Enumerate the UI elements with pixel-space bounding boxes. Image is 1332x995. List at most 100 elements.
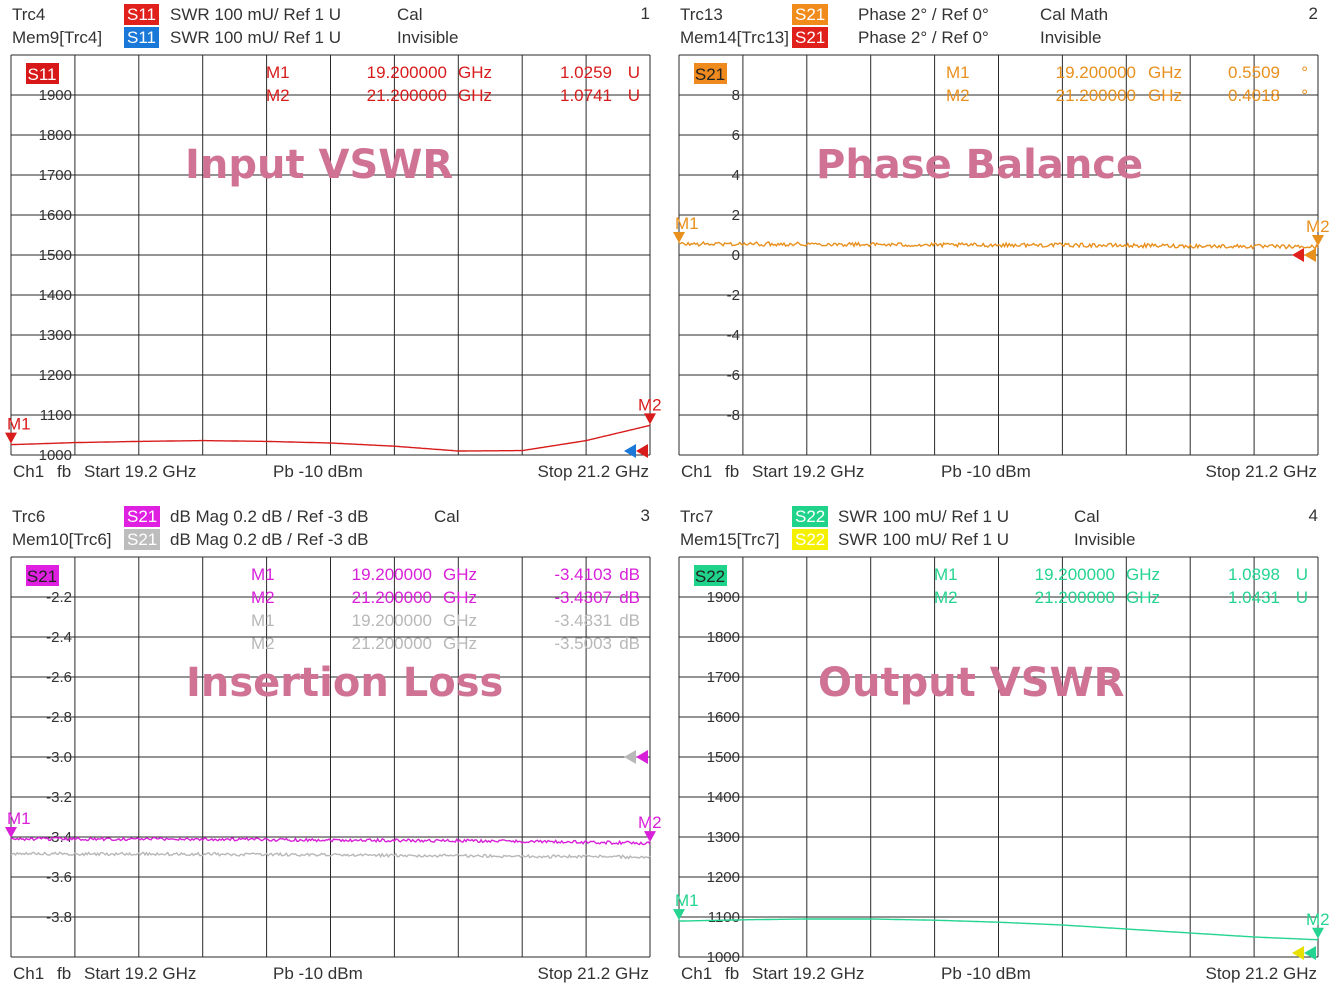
param-badge-bg[interactable] xyxy=(694,63,727,84)
memory-name: Mem14[Trc13] xyxy=(680,28,789,47)
footer-start-frequency: Start 19.2 GHz xyxy=(752,964,865,983)
reference-level-arrow[interactable] xyxy=(636,444,648,458)
chart-area[interactable]: 1900 1800 1700 1600 1500 1400 1300 1200 1100 1000… xyxy=(668,502,1332,995)
chart-panel-2[interactable]: Trc13 Mem14[Trc13] S21 S21 Phase 2° / Ref 0°… xyxy=(668,0,1332,493)
marker-name: M2 xyxy=(266,86,290,105)
marker-frequency-unit: GHz xyxy=(443,611,477,630)
y-tick-label: 1400 xyxy=(39,287,72,304)
trace-line[interactable] xyxy=(678,918,1319,941)
marker-triangle[interactable] xyxy=(673,231,685,243)
memory-reference-arrow[interactable] xyxy=(1292,946,1304,960)
footer-channel: Ch1 xyxy=(681,964,713,983)
marker-triangle[interactable] xyxy=(5,432,17,444)
marker-value-unit: ° xyxy=(1301,63,1308,82)
marker-frequency: 21.200000 xyxy=(1056,86,1136,105)
marker-frequency: 19.200000 xyxy=(1035,565,1115,584)
memory-param-badge[interactable]: S22 xyxy=(792,529,829,550)
marker-triangle[interactable] xyxy=(5,827,17,839)
y-tick-label: -8 xyxy=(727,407,740,424)
marker-frequency-unit: GHz xyxy=(1148,86,1182,105)
panel-title: Output VSWR xyxy=(818,660,1124,706)
param-badge-bg[interactable] xyxy=(694,565,727,586)
y-tick-label: 1600 xyxy=(707,709,740,726)
y-tick-label: 1600 xyxy=(39,207,72,224)
trace-status: Cal xyxy=(434,507,460,526)
reference-level-arrow[interactable] xyxy=(636,750,648,764)
trace-format: dB Mag 0.2 dB / Ref -3 dB xyxy=(170,507,369,526)
marker-frequency-unit: GHz xyxy=(1126,565,1160,584)
marker-value-unit: dB xyxy=(619,634,640,653)
y-tick-label: 1200 xyxy=(39,367,72,384)
y-tick-label: -4 xyxy=(727,327,740,344)
marker-value-unit: dB xyxy=(619,565,640,584)
footer-power: Pb -10 dBm xyxy=(273,462,363,481)
footer-power: Pb -10 dBm xyxy=(941,964,1031,983)
memory-trace-line[interactable] xyxy=(10,851,651,860)
y-tick-label: 1000 xyxy=(707,949,740,966)
chart-panel-4[interactable]: Trc7 Mem15[Trc7] S22 S22 SWR 100 mU/ Ref 1 U… xyxy=(668,502,1332,995)
chart-area[interactable]: 1900 1800 1700 1600 1500 1400 1300 1200 1100 1000… xyxy=(0,0,666,493)
footer-fb: fb xyxy=(57,964,72,983)
trace-param-badge[interactable]: S11 xyxy=(124,4,159,25)
trace-param-badge[interactable]: S21 xyxy=(792,4,829,25)
marker-triangle[interactable] xyxy=(644,413,656,425)
reference-level-arrow[interactable] xyxy=(1304,248,1316,262)
marker-triangle[interactable] xyxy=(673,909,685,921)
trace-line[interactable] xyxy=(11,424,651,452)
marker-value: -3.5003 xyxy=(554,634,612,653)
marker-value-unit: ° xyxy=(1301,86,1308,105)
chart-area[interactable]: -2.2-2.4-2.6-2.8-3.0-3.2-3.4-3.6-3.8Inse… xyxy=(0,502,666,995)
marker-frequency: 19.200000 xyxy=(367,63,447,82)
memory-name: Mem9[Trc4] xyxy=(12,28,103,47)
y-tick-label: 1300 xyxy=(39,327,72,344)
marker-triangle[interactable] xyxy=(644,831,656,843)
trace-param-badge[interactable]: S21 xyxy=(124,506,161,527)
trace-line[interactable] xyxy=(678,240,1319,250)
trace-format: SWR 100 mU/ Ref 1 U xyxy=(170,5,341,24)
marker-frequency: 19.200000 xyxy=(1056,63,1136,82)
marker-frequency: 21.200000 xyxy=(1035,588,1115,607)
y-tick-label: -6 xyxy=(727,367,740,384)
y-tick-label: 6 xyxy=(732,127,740,144)
marker-name: M2 xyxy=(251,634,275,653)
y-tick-label: -3.8 xyxy=(46,909,72,926)
param-badge-bg[interactable] xyxy=(26,63,59,84)
trace-param-badge[interactable]: S22 xyxy=(792,506,829,527)
marker-triangle[interactable] xyxy=(1312,234,1324,246)
memory-param-badge[interactable]: S21 xyxy=(124,529,161,550)
marker-value: -3.4307 xyxy=(554,588,612,607)
reference-level-arrow[interactable] xyxy=(1304,946,1316,960)
memory-reference-arrow[interactable] xyxy=(624,750,636,764)
memory-param-badge[interactable]: S11 xyxy=(124,27,159,48)
marker-frequency-unit: GHz xyxy=(458,63,492,82)
marker-value: -3.4103 xyxy=(554,565,612,584)
y-tick-label: 1500 xyxy=(39,247,72,264)
chart-area[interactable]: 8 6 4 2 0 -2 -4 -6 -8 Phase Balance S21 M1 19.200000… xyxy=(668,0,1332,493)
y-tick-label: -3.6 xyxy=(46,869,72,886)
marker-label: M2 xyxy=(1306,217,1330,236)
marker-frequency: 21.200000 xyxy=(367,86,447,105)
footer-channel: Ch1 xyxy=(681,462,713,481)
y-tick-label: 1400 xyxy=(707,789,740,806)
marker-frequency-unit: GHz xyxy=(1126,588,1160,607)
memory-reference-arrow[interactable] xyxy=(624,444,636,458)
trace-line[interactable] xyxy=(10,836,651,846)
y-tick-label: 1000 xyxy=(39,447,72,464)
marker-value-unit: dB xyxy=(619,588,640,607)
footer-fb: fb xyxy=(57,462,72,481)
marker-frequency-unit: GHz xyxy=(443,565,477,584)
marker-name: M1 xyxy=(934,565,958,584)
marker-label: M1 xyxy=(675,214,699,233)
memory-param-badge[interactable]: S21 xyxy=(792,27,829,48)
marker-name: M2 xyxy=(934,588,958,607)
param-badge-bg[interactable] xyxy=(26,565,59,586)
marker-frequency: 19.200000 xyxy=(352,565,432,584)
marker-triangle[interactable] xyxy=(1312,927,1324,939)
memory-reference-arrow[interactable] xyxy=(1292,248,1304,262)
trace-name: Trc7 xyxy=(680,507,714,526)
chart-panel-3[interactable]: Trc6 Mem10[Trc6] S21 S21 dB Mag 0.2 dB / Ref… xyxy=(0,502,666,995)
memory-format: SWR 100 mU/ Ref 1 U xyxy=(838,530,1009,549)
marker-name: M1 xyxy=(946,63,970,82)
marker-label: M1 xyxy=(675,891,699,910)
